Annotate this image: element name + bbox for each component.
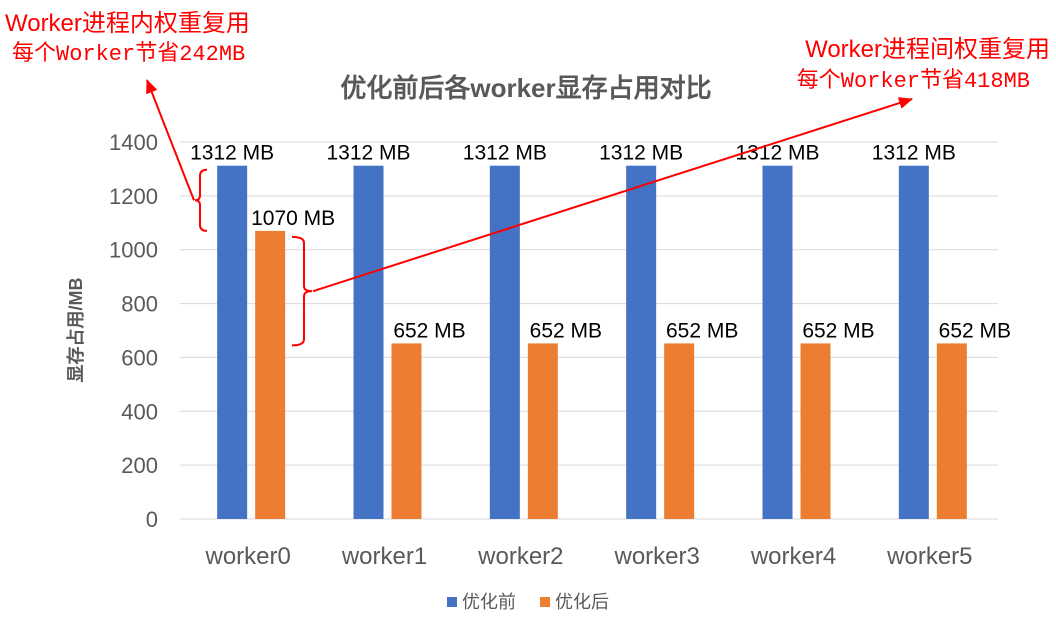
bracket-inter-process-savings (291, 235, 313, 347)
annotation-intra-process-savings: 每个Worker节省242MB (12, 41, 245, 67)
x-tick-label: worker2 (477, 543, 563, 570)
bar-before-worker5 (898, 165, 929, 519)
annotations: Worker进程内权重复用 每个Worker节省242MB Worker进程间权… (5, 10, 1050, 347)
legend-swatch-before-optimization (447, 597, 457, 607)
annotation-inter-process-savings: 每个Worker节省418MB (797, 68, 1030, 94)
y-tick-label: 600 (121, 345, 158, 370)
data-label-before-worker4: 1312 MB (735, 142, 819, 165)
axis-tick-labels: 0 200 400 600 800 1000 1200 1400 worker0 worker1 w… (109, 130, 972, 570)
data-label-after-worker2: 652 MB (530, 319, 602, 342)
bar-after-worker2 (527, 343, 558, 519)
legend-swatch-after-optimization (540, 597, 550, 607)
y-tick-label: 1400 (109, 130, 158, 155)
legend-label-after-optimization: 优化后 (555, 592, 609, 612)
data-label-before-worker2: 1312 MB (463, 142, 547, 165)
bar-before-worker0 (217, 165, 248, 519)
data-label-after-worker3: 652 MB (666, 319, 738, 342)
gridlines (180, 141, 998, 520)
y-tick-label: 800 (121, 292, 158, 317)
annotation-intra-process-title: Worker进程内权重复用 (5, 10, 250, 37)
bar-before-worker2 (489, 165, 520, 519)
arrow-intra-process-annotation (146, 79, 195, 201)
arrow-inter-process-annotation (312, 97, 913, 293)
data-label-after-worker4: 652 MB (802, 319, 874, 342)
bar-before-worker1 (353, 165, 384, 519)
data-label-after-worker1: 652 MB (393, 319, 465, 342)
bar-before-worker3 (626, 165, 657, 519)
data-label-before-worker3: 1312 MB (599, 142, 683, 165)
y-axis-label: 显存占用/MB (65, 278, 86, 383)
data-label-after-worker5: 652 MB (939, 319, 1011, 342)
legend-label-before-optimization: 优化前 (462, 592, 516, 612)
y-tick-label: 1000 (109, 238, 158, 263)
bar-after-worker3 (664, 343, 695, 519)
data-label-before-worker5: 1312 MB (872, 142, 956, 165)
bar-after-worker5 (936, 343, 967, 519)
y-tick-label: 400 (121, 399, 158, 424)
y-tick-label: 1200 (109, 184, 158, 209)
data-label-before-worker0: 1312 MB (190, 142, 274, 165)
data-label-after-worker0: 1070 MB (251, 207, 335, 230)
bar-after-worker1 (391, 343, 422, 519)
legend: 优化前 优化后 (447, 592, 609, 612)
y-tick-label: 0 (146, 507, 158, 532)
data-label-before-worker1: 1312 MB (326, 142, 410, 165)
annotation-inter-process-title: Worker进程间权重复用 (805, 36, 1050, 63)
bar-after-worker0 (255, 230, 286, 519)
x-tick-label: worker1 (341, 543, 427, 570)
bracket-intra-process-savings (194, 168, 208, 232)
bar-after-worker4 (800, 343, 831, 519)
x-tick-label: worker5 (886, 543, 972, 570)
data-labels: 1312 MB 1312 MB 1312 MB 1312 MB 1312 MB 1312 … (190, 142, 1011, 343)
x-tick-label: worker0 (204, 543, 290, 570)
x-tick-label: worker4 (750, 543, 836, 570)
x-tick-label: worker3 (613, 543, 699, 570)
chart-title: 优化前后各worker显存占用对比 (340, 73, 711, 103)
bar-before-worker4 (762, 165, 793, 519)
y-tick-label: 200 (121, 453, 158, 478)
bars (217, 165, 967, 519)
